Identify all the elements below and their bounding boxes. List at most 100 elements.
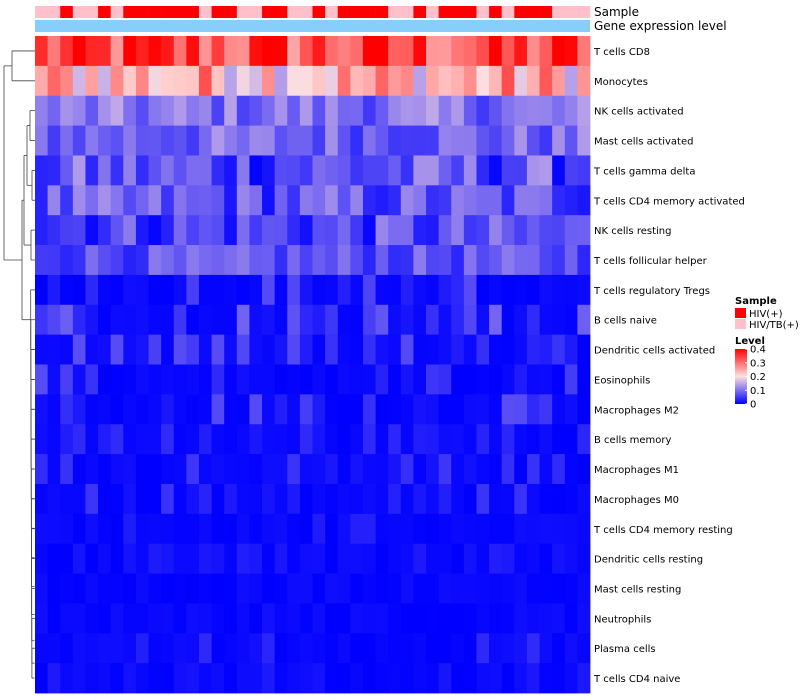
sample-annotation-cell (72, 6, 86, 18)
heatmap-cell (413, 513, 427, 545)
heatmap-cell (451, 424, 465, 455)
heatmap-cell (400, 125, 414, 156)
heatmap-cell (451, 125, 465, 156)
heatmap-cell (110, 483, 124, 515)
heatmap-cell (476, 125, 490, 156)
heatmap-cell (60, 334, 74, 365)
heatmap-cell (47, 215, 61, 246)
heatmap-cell (173, 454, 187, 485)
heatmap-cell (110, 573, 124, 604)
heatmap-cell (463, 394, 477, 425)
heatmap-cell (375, 454, 389, 485)
heatmap-cell (476, 603, 490, 634)
heatmap-cell (85, 95, 99, 126)
heatmap-cell (413, 573, 427, 604)
heatmap-cell (123, 513, 137, 545)
heatmap-cell (287, 454, 301, 485)
heatmap-cell (148, 513, 162, 545)
heatmap-cell (161, 215, 175, 246)
heatmap-cell (173, 513, 187, 545)
heatmap-cell (413, 125, 427, 156)
heatmap-cell (47, 125, 61, 156)
heatmap-cell (35, 394, 49, 425)
heatmap-cell (224, 424, 238, 455)
heatmap-cell (325, 36, 339, 67)
sample-annotation-cell (123, 6, 137, 18)
heatmap-cell (426, 663, 440, 694)
heatmap-cell (388, 424, 402, 455)
heatmap-cell (413, 424, 427, 455)
heatmap-cell (274, 633, 288, 664)
heatmap-cell (274, 394, 288, 425)
heatmap-cell (526, 424, 540, 455)
heatmap-cell (173, 573, 187, 604)
heatmap-cell (249, 483, 263, 515)
heatmap-cell (135, 364, 149, 395)
heatmap-cell (198, 513, 212, 545)
heatmap-cell (47, 274, 61, 306)
heatmap-cell (325, 633, 339, 664)
heatmap-cell (60, 663, 74, 694)
heatmap-cell (426, 394, 440, 425)
heatmap-cell (413, 543, 427, 574)
legend-tick-label: 0.3 (750, 358, 766, 369)
heatmap-cell (299, 304, 313, 336)
heatmap-cell (426, 155, 440, 186)
heatmap-cell (161, 245, 175, 276)
heatmap-cell (426, 483, 440, 515)
heatmap-cell (60, 304, 74, 336)
heatmap-cell (287, 65, 301, 97)
gene-expression-annotation-bar (35, 20, 590, 32)
heatmap-cell (375, 603, 389, 634)
sample-annotation-cell (186, 6, 200, 18)
heatmap-cell (47, 483, 61, 515)
heatmap-cell (85, 603, 99, 634)
heatmap-cell (236, 274, 250, 306)
heatmap-cell (337, 454, 351, 485)
heatmap-cell (325, 185, 339, 216)
heatmap-cell (274, 215, 288, 246)
heatmap-cell (135, 215, 149, 246)
heatmap-cell (35, 603, 49, 634)
heatmap-cell (98, 274, 112, 306)
heatmap-cell (552, 185, 566, 216)
heatmap-cell (224, 633, 238, 664)
heatmap-cell (350, 95, 364, 126)
heatmap-cell (463, 454, 477, 485)
heatmap-cell (161, 603, 175, 634)
sample-annotation-cell (337, 6, 351, 18)
heatmap-cell (123, 304, 137, 336)
heatmap-cell (400, 573, 414, 604)
heatmap-cell (564, 125, 578, 156)
sample-annotation-cell (173, 6, 187, 18)
heatmap-cell (489, 543, 503, 574)
heatmap-cell (274, 663, 288, 694)
heatmap-cell (148, 543, 162, 574)
heatmap-cell (476, 394, 490, 425)
heatmap-cell (539, 36, 553, 67)
heatmap-cell (388, 483, 402, 515)
heatmap-cell (186, 573, 200, 604)
heatmap-cell (72, 543, 86, 574)
heatmap-cell (337, 215, 351, 246)
heatmap-cell (400, 185, 414, 216)
heatmap-cell (161, 274, 175, 306)
heatmap-cell (72, 513, 86, 545)
heatmap-cell (312, 543, 326, 574)
heatmap-cell (135, 274, 149, 306)
heatmap-cell (72, 334, 86, 365)
heatmap-cell (123, 125, 137, 156)
legend-tick-label: 0.4 (750, 345, 766, 356)
heatmap-cell (388, 454, 402, 485)
heatmap-cell (60, 603, 74, 634)
heatmap-cell (98, 603, 112, 634)
heatmap-cell (148, 454, 162, 485)
heatmap-cell (35, 245, 49, 276)
row-label: Monocytes (594, 77, 648, 88)
heatmap-cell (47, 424, 61, 455)
row-label: Mast cells activated (594, 137, 693, 148)
heatmap-cell (362, 573, 376, 604)
heatmap-cell (325, 543, 339, 574)
heatmap-cell (85, 245, 99, 276)
heatmap-cell (262, 36, 276, 67)
